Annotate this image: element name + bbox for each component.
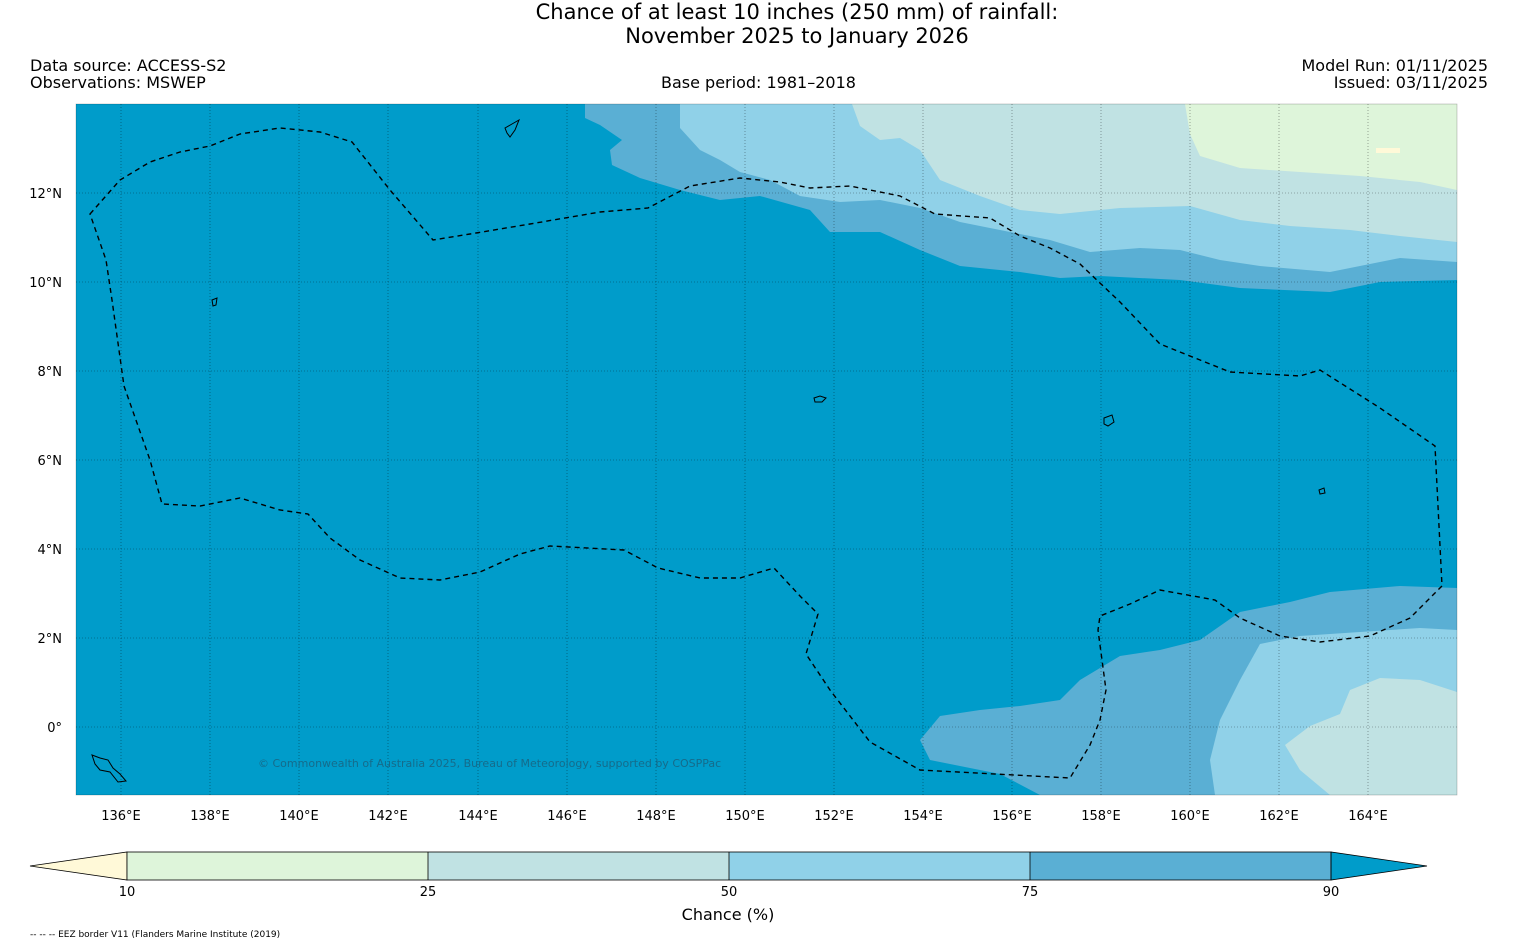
colorbar-label: Chance (%) bbox=[681, 905, 775, 924]
lat-axis: 12°N 10°N 8°N 6°N 4°N 2°N 0° bbox=[29, 187, 62, 736]
map-area: © Commonwealth of Australia 2025, Bureau… bbox=[76, 104, 1457, 795]
colorbar-over-arrow bbox=[1330, 851, 1428, 881]
copyright-notice: © Commonwealth of Australia 2025, Bureau… bbox=[258, 757, 721, 770]
lon-label: 162°E bbox=[1259, 809, 1299, 824]
data-source-label: Data source: ACCESS-S2 bbox=[30, 56, 227, 75]
lon-label: 144°E bbox=[458, 809, 498, 824]
colorbar-segment-50-75 bbox=[729, 852, 1030, 880]
colorbar-tick: 25 bbox=[420, 885, 437, 900]
region-below-10-patch bbox=[1376, 148, 1400, 153]
lat-label: 8°N bbox=[38, 365, 63, 380]
lat-label: 2°N bbox=[38, 632, 63, 647]
colorbar-segment-10-25 bbox=[127, 852, 428, 880]
model-run-label: Model Run: 01/11/2025 bbox=[1301, 56, 1489, 75]
lon-label: 150°E bbox=[725, 809, 765, 824]
lat-label: 12°N bbox=[29, 187, 62, 202]
region-10-25-north bbox=[1185, 104, 1457, 190]
base-period-label: Base period: 1981–2018 bbox=[661, 73, 856, 92]
map-title-line-1: Chance of at least 10 inches (250 mm) of… bbox=[535, 0, 1059, 24]
lon-label: 156°E bbox=[992, 809, 1032, 824]
lon-label: 152°E bbox=[814, 809, 854, 824]
eez-footnote: -- -- -- EEZ border V11 (Flanders Marine… bbox=[30, 930, 281, 940]
colorbar-under-arrow bbox=[29, 851, 128, 881]
observations-label: Observations: MSWEP bbox=[30, 73, 206, 92]
colorbar-tick: 10 bbox=[119, 885, 136, 900]
island-outlines bbox=[91, 118, 1326, 783]
region-25-50-south bbox=[1285, 678, 1457, 795]
colorbar-tick: 90 bbox=[1323, 885, 1340, 900]
colorbar-tick: 75 bbox=[1022, 885, 1039, 900]
lon-label: 148°E bbox=[636, 809, 676, 824]
lat-label: 6°N bbox=[38, 454, 63, 469]
lon-label: 158°E bbox=[1081, 809, 1121, 824]
lon-label: 140°E bbox=[279, 809, 319, 824]
colorbar: 10 25 50 75 90 bbox=[29, 851, 1428, 900]
lon-axis: 136°E 138°E 140°E 142°E 144°E 146°E 148°… bbox=[101, 809, 1388, 824]
lat-label: 0° bbox=[47, 721, 62, 736]
graticule bbox=[76, 104, 1457, 795]
map-title-line-2: November 2025 to January 2026 bbox=[625, 24, 969, 48]
map-frame bbox=[75, 103, 1458, 796]
lon-label: 146°E bbox=[547, 809, 587, 824]
lat-label: 4°N bbox=[38, 543, 63, 558]
issued-label: Issued: 03/11/2025 bbox=[1333, 73, 1488, 92]
lon-label: 142°E bbox=[368, 809, 408, 824]
colorbar-segment-75-90 bbox=[1030, 852, 1331, 880]
lon-label: 138°E bbox=[190, 809, 230, 824]
lat-label: 10°N bbox=[29, 276, 62, 291]
eez-border bbox=[89, 127, 1443, 779]
lon-label: 136°E bbox=[101, 809, 141, 824]
colorbar-segment-25-50 bbox=[428, 852, 729, 880]
lon-label: 164°E bbox=[1348, 809, 1388, 824]
colorbar-tick: 50 bbox=[721, 885, 738, 900]
lon-label: 154°E bbox=[903, 809, 943, 824]
lon-label: 160°E bbox=[1170, 809, 1210, 824]
